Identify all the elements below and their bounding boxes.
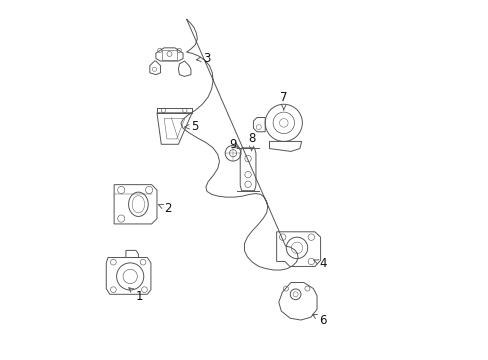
Text: 5: 5 — [184, 120, 198, 133]
Text: 8: 8 — [247, 132, 255, 151]
Bar — [162, 50, 176, 60]
Text: 2: 2 — [158, 202, 171, 215]
Text: 1: 1 — [128, 288, 142, 303]
Text: 6: 6 — [312, 314, 326, 327]
Text: 3: 3 — [196, 52, 210, 65]
Text: 4: 4 — [313, 257, 326, 270]
Text: 9: 9 — [229, 138, 239, 151]
Text: 7: 7 — [280, 91, 287, 110]
